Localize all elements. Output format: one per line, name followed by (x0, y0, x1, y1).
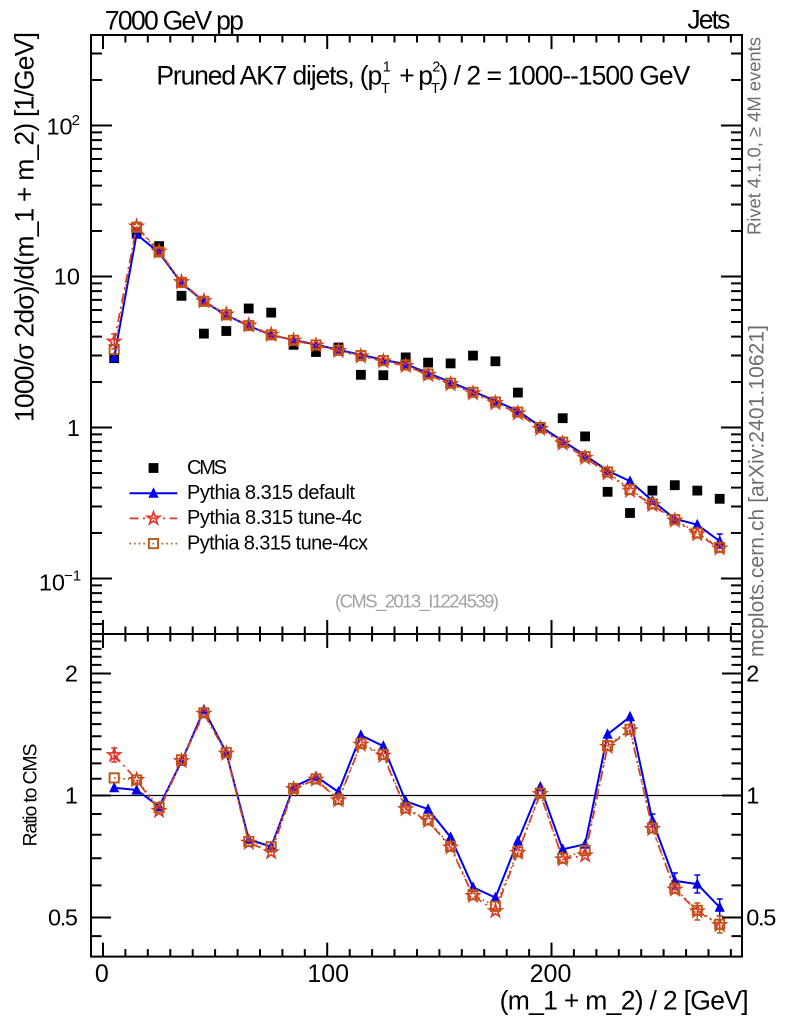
svg-text:0.5: 0.5 (48, 905, 78, 931)
svg-text:Pythia 8.315 default: Pythia 8.315 default (187, 482, 355, 504)
svg-text:2: 2 (746, 661, 759, 687)
svg-text:0: 0 (95, 960, 109, 988)
svg-text:mcplots.cern.ch [arXiv:2401.10: mcplots.cern.ch [arXiv:2401.10621] (745, 325, 768, 657)
svg-text:1: 1 (383, 60, 391, 76)
svg-text:(m_1 + m_2) / 2 [GeV]: (m_1 + m_2) / 2 [GeV] (500, 985, 749, 1015)
svg-text:Jets: Jets (687, 5, 730, 35)
svg-text:200: 200 (530, 960, 572, 988)
svg-text:1: 1 (65, 783, 78, 809)
svg-text:10: 10 (39, 569, 65, 595)
svg-text:p: p (418, 60, 433, 90)
svg-text:0.5: 0.5 (746, 905, 776, 931)
svg-text:CMS: CMS (187, 457, 227, 479)
svg-text:Pythia 8.315 tune-4c: Pythia 8.315 tune-4c (187, 507, 362, 529)
svg-text:1: 1 (746, 783, 759, 809)
svg-text:+: + (399, 60, 414, 90)
svg-text:Ratio to CMS: Ratio to CMS (20, 744, 42, 847)
svg-text:(CMS_2013_I1224539): (CMS_2013_I1224539) (335, 590, 499, 612)
svg-text:T: T (381, 81, 390, 97)
svg-text:2: 2 (65, 661, 78, 687)
svg-text:100: 100 (307, 960, 349, 988)
svg-text:1: 1 (67, 415, 80, 441)
svg-text:2: 2 (72, 112, 80, 129)
svg-text:Rivet 4.1.0, ≥ 4M events: Rivet 4.1.0, ≥ 4M events (743, 37, 764, 235)
svg-text:1000/σ 2dσ)/d(m_1 + m_2) [1/G: 1000/σ 2dσ)/d(m_1 + m_2) [1/GeV] (9, 32, 39, 422)
svg-text:) / 2 = 1000--1500 GeV: ) / 2 = 1000--1500 GeV (439, 60, 690, 90)
svg-text:−1: −1 (64, 568, 81, 585)
svg-text:Pythia 8.315 tune-4cx: Pythia 8.315 tune-4cx (187, 532, 368, 554)
svg-text:2: 2 (432, 60, 440, 76)
svg-text:T: T (431, 81, 440, 97)
svg-text:7000 GeV pp: 7000 GeV pp (105, 5, 244, 35)
svg-text:Pruned AK7 dijets, (p: Pruned AK7 dijets, (p (156, 60, 382, 90)
svg-text:10: 10 (46, 113, 72, 139)
svg-text:10: 10 (54, 263, 80, 289)
